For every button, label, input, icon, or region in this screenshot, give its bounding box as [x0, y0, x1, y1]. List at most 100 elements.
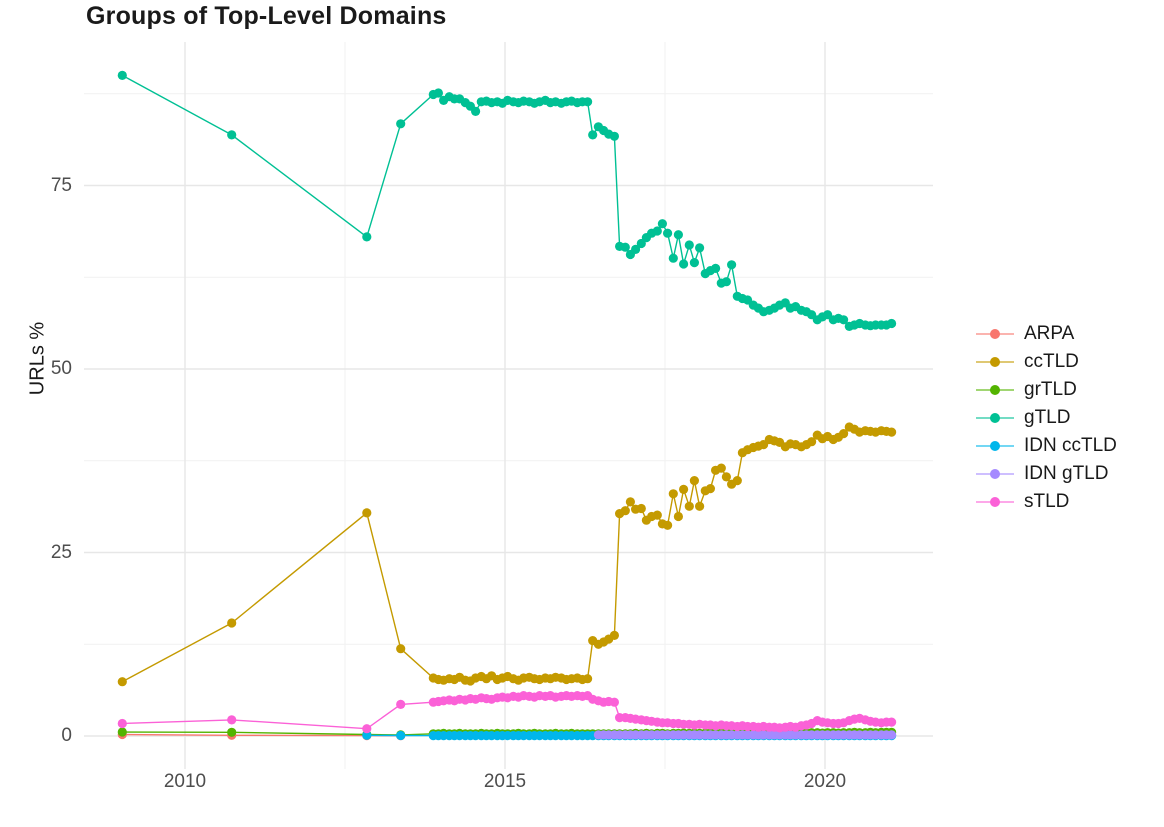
legend-label: gTLD [1024, 407, 1071, 428]
y-tick-label-75: 75 [50, 174, 72, 196]
data-point-ccTLD [609, 630, 620, 641]
data-point-grTLD [117, 727, 127, 737]
data-point-ccTLD [732, 476, 742, 486]
data-point-ccTLD [807, 437, 817, 447]
legend-key-dot [990, 497, 1000, 507]
legend-label: IDN ccTLD [1024, 435, 1117, 456]
data-point-sTLD [887, 717, 897, 727]
data-point-ccTLD [673, 511, 684, 522]
data-point-ccTLD [684, 501, 694, 511]
data-point-ccTLD [117, 677, 127, 687]
legend-key-icon [976, 488, 1014, 516]
data-point-gTLD [663, 228, 673, 238]
data-point-ccTLD [689, 476, 700, 486]
legend-key-dot [990, 469, 1000, 479]
legend-key-icon [976, 404, 1014, 432]
data-point-ccTLD [839, 429, 849, 439]
data-point-gTLD [227, 130, 237, 140]
data-point-sTLD [396, 699, 406, 710]
legend-key-dot [990, 413, 1000, 423]
legend-item-sTLD: sTLD [976, 488, 1117, 516]
data-point-ccTLD [227, 618, 237, 628]
data-point-ccTLD [362, 508, 372, 518]
legend-key-icon [976, 376, 1014, 404]
legend-key-icon [976, 348, 1014, 376]
legend-key-dot [990, 441, 1000, 451]
legend-item-IDN-ccTLD: IDN ccTLD [976, 432, 1117, 460]
data-point-ccTLD [887, 427, 897, 437]
data-point-gTLD [396, 119, 406, 129]
data-point-sTLD [609, 697, 620, 707]
legend-key-icon [976, 460, 1014, 488]
data-point-gTLD [631, 244, 641, 254]
y-tick-label-50: 50 [50, 358, 72, 379]
legend-label: grTLD [1024, 379, 1077, 400]
data-point-gTLD [711, 263, 721, 273]
data-point-gTLD [652, 226, 662, 236]
data-point-sTLD [227, 715, 237, 725]
legend-item-ccTLD: ccTLD [976, 348, 1117, 376]
data-point-gTLD [673, 230, 684, 240]
legend-label: ARPA [1024, 323, 1075, 344]
data-point-ccTLD [620, 506, 630, 516]
data-point-gTLD [684, 240, 694, 250]
data-point-gTLD [471, 106, 481, 116]
legend-key-dot [990, 385, 1000, 395]
data-point-gTLD [117, 70, 127, 80]
y-tick-label-25: 25 [50, 541, 72, 563]
legend-item-IDN-gTLD: IDN gTLD [976, 460, 1117, 488]
legend-item-gTLD: gTLD [976, 404, 1117, 432]
data-point-gTLD [887, 318, 897, 329]
legend-item-grTLD: grTLD [976, 376, 1117, 404]
legend-label: ccTLD [1024, 351, 1079, 372]
legend-key-icon [976, 320, 1014, 348]
data-point-sTLD [362, 724, 372, 734]
legend-key-dot [990, 357, 1000, 367]
data-point-gTLD [689, 258, 700, 268]
data-point-IDN-gTLD [887, 730, 897, 740]
data-point-gTLD [668, 253, 678, 263]
data-point-ccTLD [396, 644, 406, 654]
data-point-IDN-ccTLD [396, 730, 406, 741]
series-line-ccTLD [121, 426, 892, 683]
data-point-ccTLD [668, 489, 678, 499]
data-point-grTLD [227, 727, 237, 737]
data-point-gTLD [609, 131, 620, 141]
data-point-ccTLD [652, 510, 662, 520]
data-point-ccTLD [663, 520, 673, 530]
data-point-gTLD [588, 130, 598, 140]
series-line-gTLD [121, 74, 892, 328]
data-point-ccTLD [583, 674, 593, 684]
data-point-IDN-ccTLD [362, 730, 372, 740]
data-point-sTLD [117, 718, 127, 729]
data-point-ccTLD [705, 484, 716, 494]
data-point-gTLD [839, 315, 849, 325]
data-point-ccTLD [716, 463, 726, 473]
legend: ARPA ccTLD grTLD gTLD IDN ccTLD IDN gTLD sTLD [976, 320, 1117, 516]
data-point-gTLD [583, 97, 593, 107]
data-point-ccTLD [636, 503, 646, 514]
plot-title: Groups of Top-Level Domains [86, 2, 447, 30]
data-point-gTLD [433, 88, 443, 98]
y-tick-label-0: 0 [61, 725, 72, 746]
x-tick-label-2010: 2010 [163, 771, 207, 792]
legend-label: sTLD [1024, 491, 1070, 512]
data-point-gTLD [620, 242, 630, 252]
data-point-gTLD [657, 219, 668, 229]
legend-key-icon [976, 432, 1014, 460]
data-point-gTLD [362, 232, 372, 242]
data-point-ccTLD [679, 484, 689, 494]
x-tick-label-2015: 2015 [483, 771, 527, 792]
data-point-ccTLD [695, 501, 705, 511]
legend-label: IDN gTLD [1024, 463, 1109, 484]
data-point-gTLD [727, 260, 737, 270]
data-point-gTLD [721, 277, 732, 287]
legend-item-ARPA: ARPA [976, 320, 1117, 348]
legend-key-dot [990, 329, 1000, 339]
x-tick-label-2020: 2020 [803, 771, 847, 792]
data-point-ccTLD [625, 497, 636, 507]
data-point-ccTLD [721, 472, 732, 482]
data-point-gTLD [679, 259, 689, 269]
